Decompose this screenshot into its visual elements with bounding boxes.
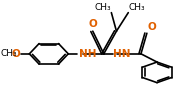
Text: CH₃: CH₃: [95, 3, 111, 12]
Text: HN: HN: [113, 49, 131, 59]
Text: O: O: [12, 49, 21, 59]
Text: O: O: [148, 22, 156, 32]
Text: CH₃: CH₃: [128, 3, 145, 12]
Text: O: O: [88, 19, 97, 29]
Text: CH₃: CH₃: [0, 49, 17, 58]
Text: NH: NH: [79, 49, 97, 59]
